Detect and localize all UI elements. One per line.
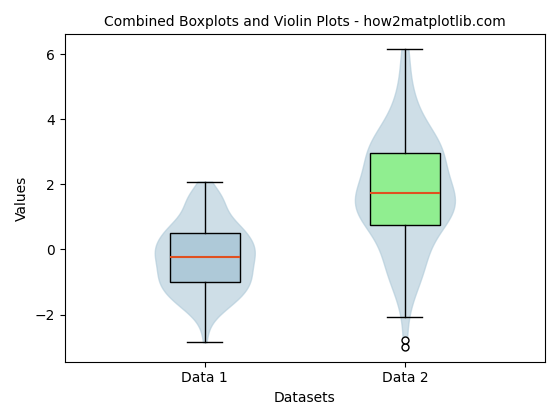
X-axis label: Datasets: Datasets bbox=[274, 391, 335, 405]
Y-axis label: Values: Values bbox=[15, 176, 29, 221]
PathPatch shape bbox=[370, 153, 440, 225]
Title: Combined Boxplots and Violin Plots - how2matplotlib.com: Combined Boxplots and Violin Plots - how… bbox=[104, 15, 506, 29]
PathPatch shape bbox=[170, 233, 240, 282]
